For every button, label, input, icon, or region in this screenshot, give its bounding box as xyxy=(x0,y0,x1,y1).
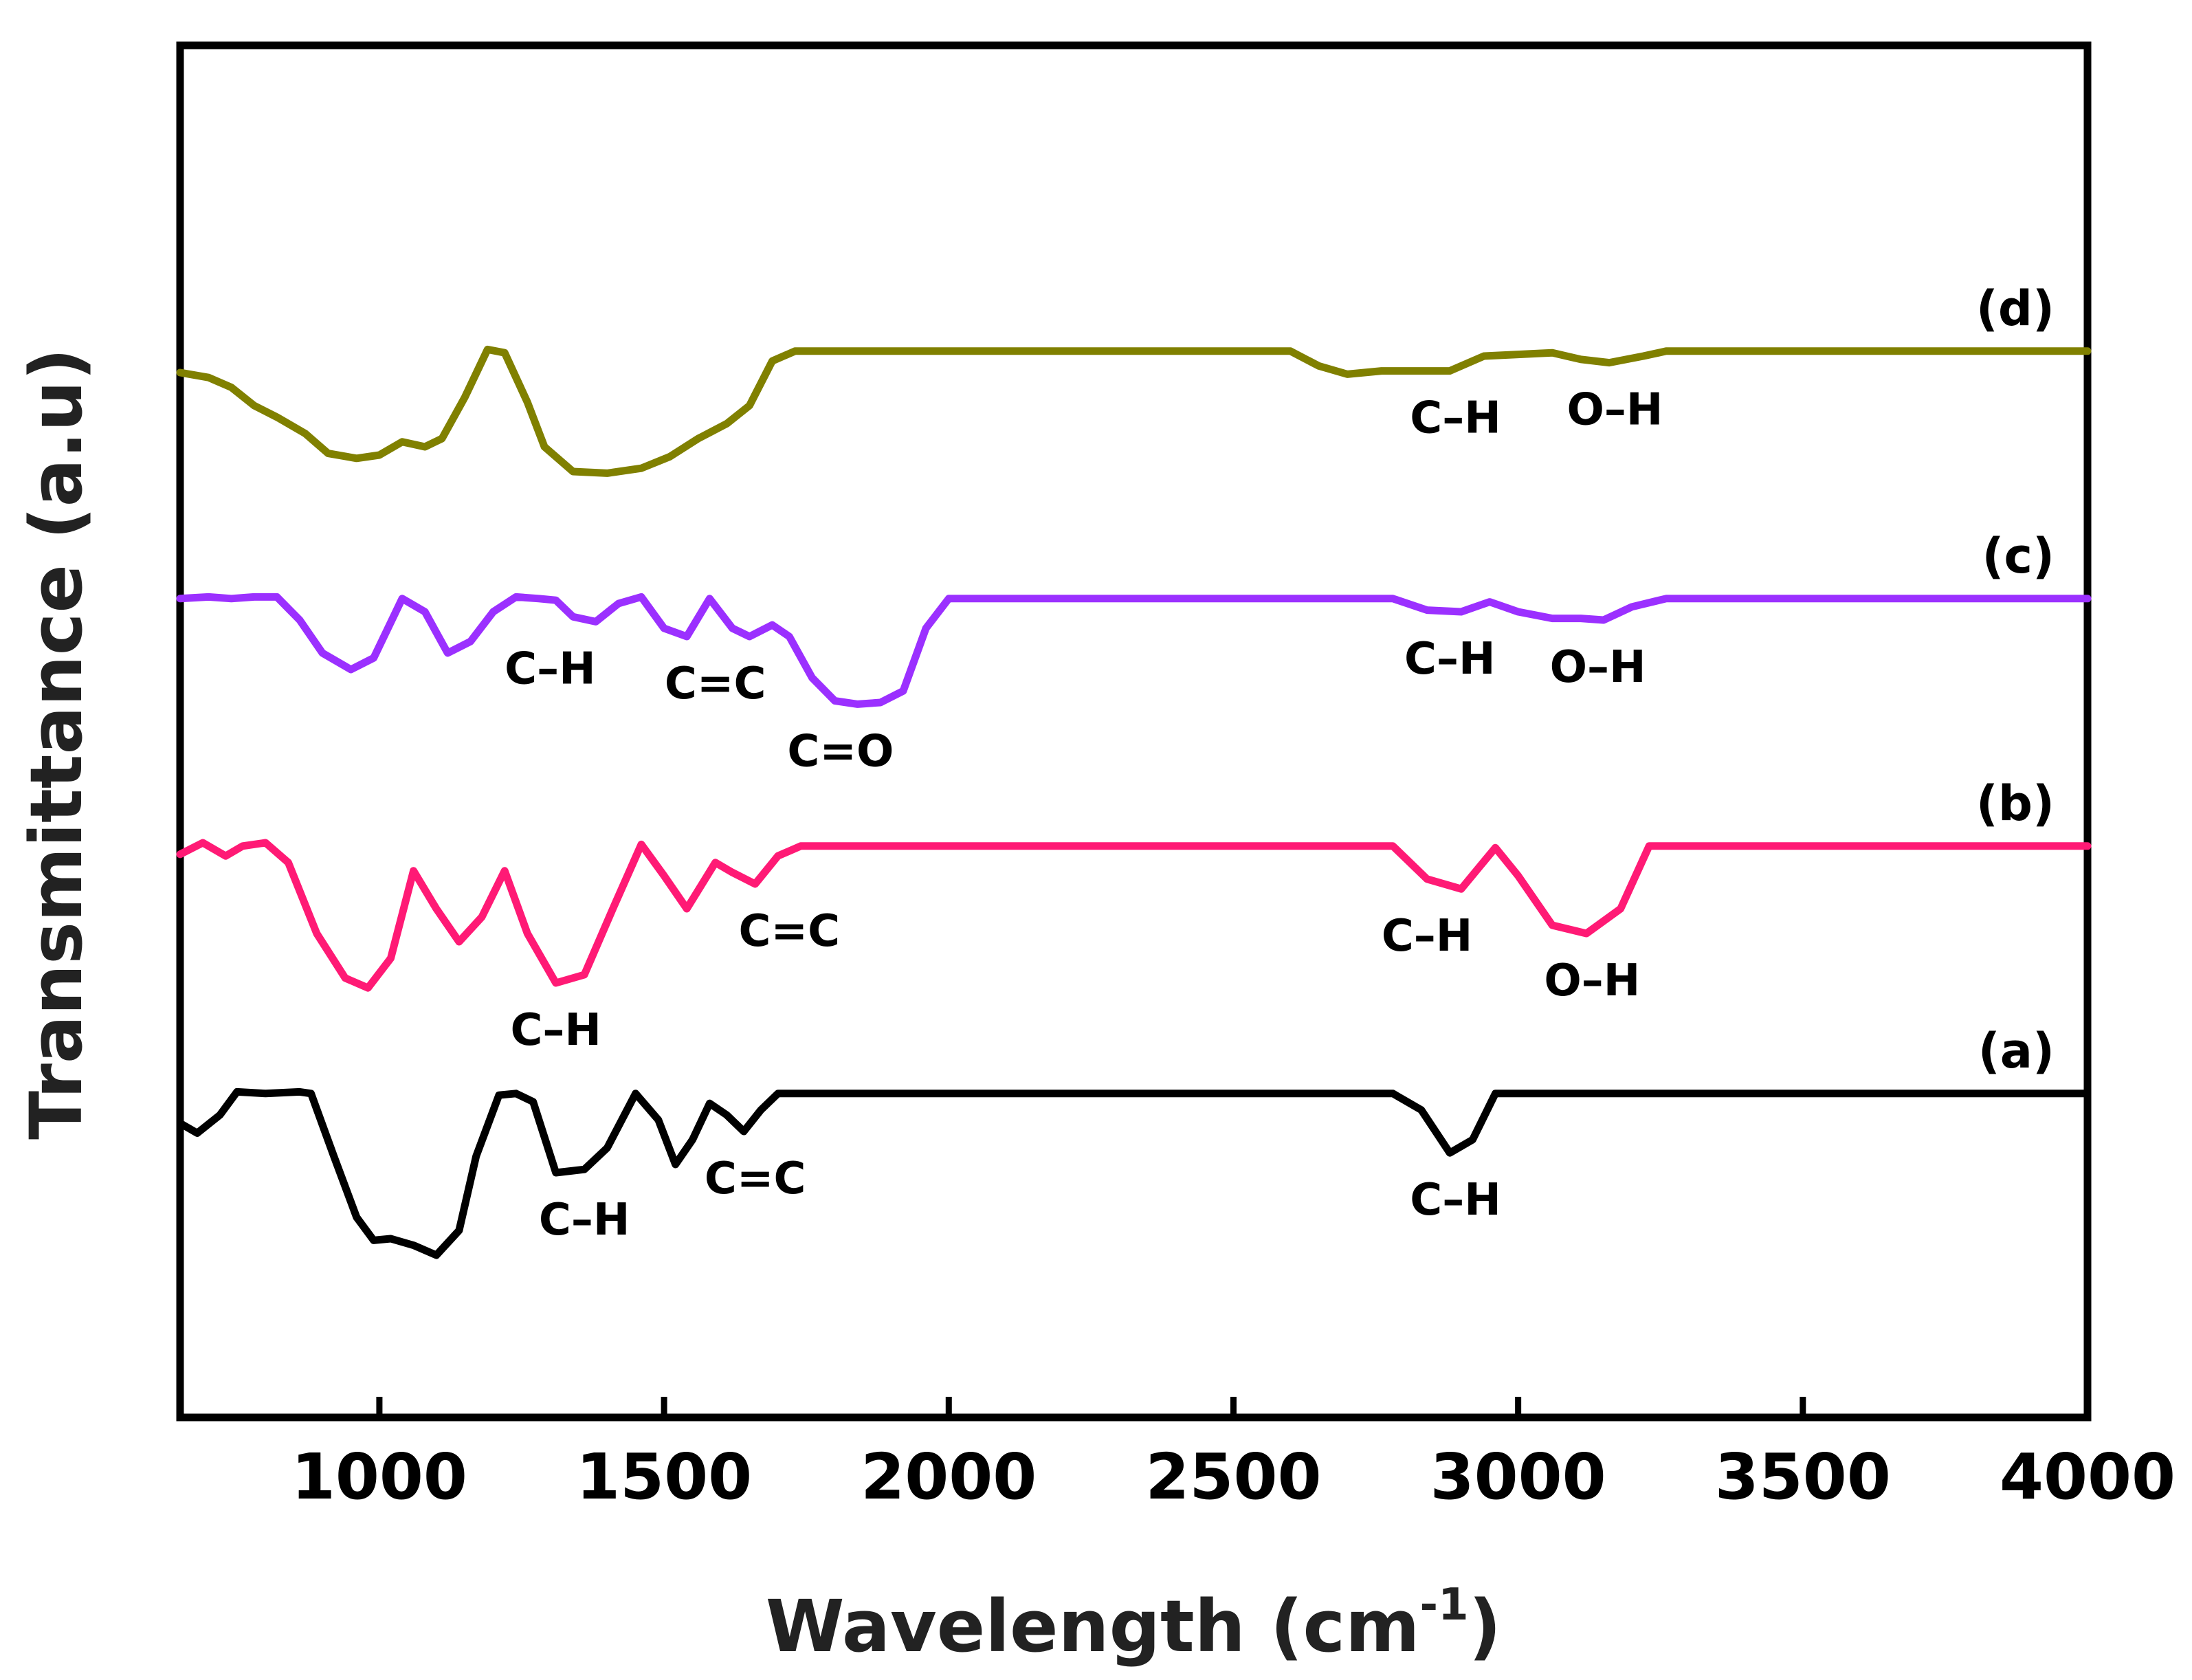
band-annotation: C–H xyxy=(505,643,596,694)
band-annotation: C–H xyxy=(510,1005,601,1056)
y-axis-title: Transmittance (a.u) xyxy=(14,348,98,1140)
x-tick-label-2500: 2500 xyxy=(1145,1440,1321,1514)
series-labels: (a) (b) (c) (d) xyxy=(1976,280,2055,1079)
series-label-c: (c) xyxy=(1982,528,2055,584)
x-axis-title-superscript: -1 xyxy=(1420,1580,1469,1631)
series-line-b xyxy=(176,839,2092,992)
x-tick-label-3000: 3000 xyxy=(1430,1440,1606,1514)
x-axis-title: Wavelength (cm-1) xyxy=(766,1580,1501,1668)
x-axis-title-text: Wavelength (cm xyxy=(766,1584,1420,1668)
plot-frame xyxy=(176,41,2092,1422)
band-annotation: C–H xyxy=(1410,393,1501,444)
band-annotation: C–H xyxy=(1382,911,1473,962)
band-annotation: C=C xyxy=(705,1153,806,1204)
series-lines xyxy=(176,345,2092,1259)
series-label-a: (a) xyxy=(1978,1023,2055,1079)
series-line-a xyxy=(176,1087,2092,1259)
x-tick-label-4000: 4000 xyxy=(2000,1440,2176,1514)
band-annotation: C–H xyxy=(1404,634,1496,685)
band-annotation: C–H xyxy=(539,1195,630,1246)
band-annotation: C=O xyxy=(787,726,894,777)
band-annotation: C–H xyxy=(1410,1175,1501,1226)
x-tick-label-2000: 2000 xyxy=(861,1440,1037,1514)
band-annotation: O–H xyxy=(1544,955,1640,1006)
band-annotation: C=C xyxy=(665,659,766,709)
series-label-d: (d) xyxy=(1976,280,2055,337)
band-annotation: O–H xyxy=(1566,385,1663,436)
x-tick-label-3500: 3500 xyxy=(1715,1440,1891,1514)
band-annotation: O–H xyxy=(1550,642,1646,693)
x-axis-title-close: ) xyxy=(1469,1584,1502,1668)
band-annotations: C–H C=C C–H C–H C=C C–H O–H C–H C=C C=O C–H O–H C–H O… xyxy=(505,385,1663,1246)
series-line-c xyxy=(176,593,2092,708)
band-annotation: C=C xyxy=(739,906,841,957)
x-tick-label-1000: 1000 xyxy=(291,1440,467,1514)
x-tick-label-1500: 1500 xyxy=(576,1440,752,1514)
series-label-b: (b) xyxy=(1976,775,2055,832)
series-line-d xyxy=(176,345,2092,477)
x-ticks: 1000 1500 2000 2500 3000 3500 4000 xyxy=(291,1397,2176,1514)
